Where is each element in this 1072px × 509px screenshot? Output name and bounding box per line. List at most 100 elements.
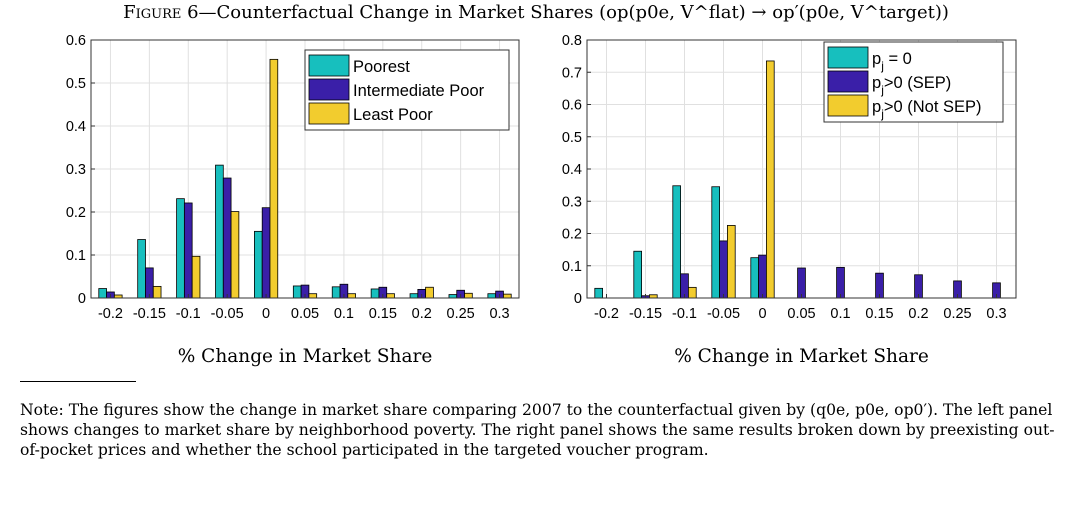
note-text: The figures show the change in market sh… bbox=[20, 401, 1055, 459]
bar bbox=[836, 266, 845, 299]
legend-swatch bbox=[308, 78, 350, 101]
legend-label: pj>0 (SEP) bbox=[872, 74, 951, 97]
x-tick-label: -0.1 bbox=[176, 306, 201, 322]
bar bbox=[409, 293, 419, 299]
y-tick-label: 0.5 bbox=[562, 130, 582, 146]
figure-title-text: —Counterfactual Change in Market Shares bbox=[198, 2, 594, 23]
bar bbox=[254, 230, 263, 299]
bar bbox=[176, 198, 185, 299]
bar bbox=[183, 202, 193, 299]
x-axis-label: % Change in Market Share bbox=[178, 346, 433, 367]
legend-swatch bbox=[827, 94, 869, 117]
note-label: Note: bbox=[20, 401, 64, 419]
footnote-rule bbox=[20, 381, 136, 382]
bar bbox=[269, 58, 279, 299]
chart-panel-2: 0 0.1 0.2 0.3 0.4 0.5 0.6 0.7 0.8 -0.2 -0.15 -0.1 -0… bbox=[562, 33, 1017, 367]
legend-swatch bbox=[308, 102, 350, 125]
x-tick-label: 0.05 bbox=[291, 306, 319, 322]
figure-note: Note: The figures show the change in mar… bbox=[20, 400, 1070, 460]
figure-title-formula: (op(p0e, V^flat) → op′(p0e, V^target)) bbox=[599, 2, 949, 23]
bar bbox=[137, 239, 146, 299]
bar bbox=[230, 211, 240, 299]
x-tick-label: 0.1 bbox=[334, 306, 354, 322]
charts-area: 0 0.1 0.2 0.3 0.4 0.5 0.6 -0.2 -0.15 -0.1 -0.05 0 0.… bbox=[66, 33, 1017, 367]
x-tick-label: -0.05 bbox=[211, 306, 244, 322]
bar bbox=[797, 267, 806, 299]
legend-label: Intermediate Poor bbox=[353, 82, 485, 100]
y-tick-label: 0.8 bbox=[562, 33, 582, 49]
x-tick-label: 0.2 bbox=[412, 306, 432, 322]
x-tick-label: 0.3 bbox=[986, 306, 1006, 322]
x-tick-label: 0.15 bbox=[369, 306, 397, 322]
x-tick-label: 0.15 bbox=[865, 306, 893, 322]
bar bbox=[711, 186, 720, 299]
y-tick-label: 0.2 bbox=[562, 227, 582, 243]
bar bbox=[98, 288, 107, 299]
bar bbox=[758, 254, 767, 299]
legend-label: pj = 0 bbox=[872, 50, 912, 73]
y-tick-label: 0.4 bbox=[562, 162, 582, 178]
bar bbox=[152, 285, 162, 299]
x-tick-label: -0.2 bbox=[594, 306, 619, 322]
legend-swatch bbox=[827, 46, 869, 69]
bar bbox=[191, 255, 201, 299]
bar bbox=[370, 288, 380, 299]
y-tick-label: 0.6 bbox=[562, 98, 582, 114]
y-tick-label: 0.1 bbox=[66, 248, 86, 264]
bar bbox=[145, 267, 154, 299]
bar bbox=[766, 60, 775, 299]
legend-swatch bbox=[827, 70, 869, 93]
bar bbox=[347, 293, 356, 299]
legend-swatch bbox=[308, 54, 350, 77]
x-tick-label: -0.05 bbox=[707, 306, 740, 322]
legend-label: Poorest bbox=[353, 58, 410, 76]
legend: Poorest Intermediate Poor Least Poor bbox=[304, 49, 510, 131]
figure-title: Figure 6—Counterfactual Change in Market… bbox=[0, 2, 1072, 23]
bar bbox=[292, 285, 302, 299]
x-axis-label: % Change in Market Share bbox=[674, 346, 929, 367]
bar bbox=[308, 293, 318, 299]
y-tick-label: 0.3 bbox=[66, 162, 86, 178]
x-tick-label: 0 bbox=[262, 306, 270, 322]
bar bbox=[750, 257, 759, 299]
legend-label: Least Poor bbox=[353, 106, 433, 124]
bar bbox=[688, 286, 697, 299]
bar bbox=[222, 177, 232, 299]
figure-label: Figure 6 bbox=[123, 2, 199, 23]
y-tick-label: 0.2 bbox=[66, 205, 86, 221]
y-tick-label: 0 bbox=[574, 291, 582, 307]
chart-panel-1: 0 0.1 0.2 0.3 0.4 0.5 0.6 -0.2 -0.15 -0.1 -0.05 0 0.… bbox=[66, 33, 520, 367]
bar bbox=[503, 293, 512, 299]
x-tick-label: 0.2 bbox=[908, 306, 928, 322]
x-tick-label: -0.2 bbox=[98, 306, 123, 322]
legend: pj = 0pj>0 (SEP)pj>0 (Not SEP) bbox=[823, 41, 1004, 123]
y-tick-label: 0.7 bbox=[562, 65, 582, 81]
bar bbox=[633, 250, 642, 299]
y-tick-label: 0.6 bbox=[66, 33, 86, 49]
x-tick-label: 0.25 bbox=[943, 306, 971, 322]
bar bbox=[331, 286, 341, 299]
x-tick-label: 0.25 bbox=[447, 306, 475, 322]
x-tick-label: 0.3 bbox=[489, 306, 509, 322]
bar bbox=[487, 293, 497, 299]
y-tick-label: 0.4 bbox=[66, 119, 86, 135]
x-tick-label: -0.15 bbox=[133, 306, 166, 322]
bar bbox=[261, 207, 271, 299]
x-tick-label: 0.1 bbox=[830, 306, 850, 322]
bar bbox=[719, 240, 728, 299]
y-tick-label: 0.1 bbox=[562, 259, 582, 275]
bar bbox=[464, 292, 473, 299]
legend-label: pj>0 (Not SEP) bbox=[872, 98, 982, 121]
x-tick-label: 0.05 bbox=[787, 306, 815, 322]
x-tick-label: 0 bbox=[758, 306, 766, 322]
x-tick-label: -0.15 bbox=[629, 306, 662, 322]
bar bbox=[215, 164, 224, 299]
bar bbox=[386, 293, 395, 299]
y-tick-label: 0 bbox=[78, 291, 86, 307]
bar bbox=[727, 225, 736, 299]
bar bbox=[672, 185, 681, 299]
bar bbox=[448, 294, 458, 299]
bar bbox=[425, 286, 434, 299]
y-tick-label: 0.3 bbox=[562, 194, 582, 210]
bar bbox=[594, 287, 603, 299]
